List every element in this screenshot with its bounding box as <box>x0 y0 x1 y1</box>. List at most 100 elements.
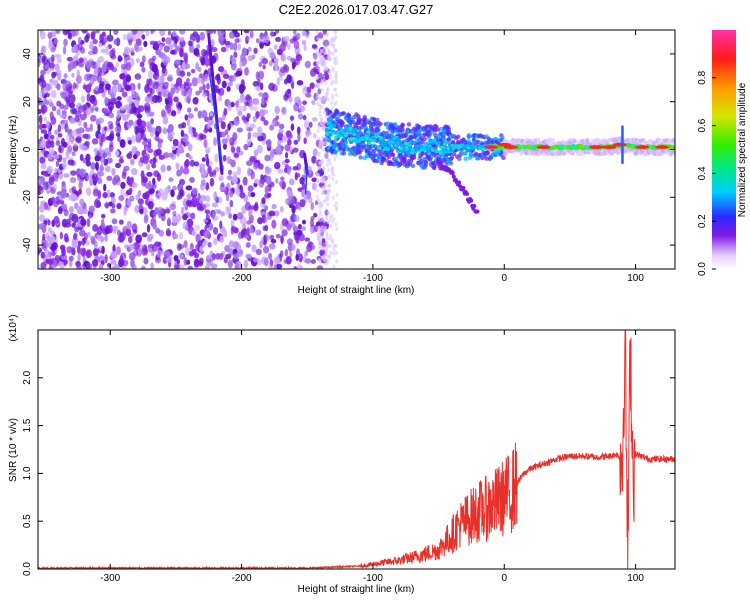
noise-cell <box>296 162 302 171</box>
noise-cell <box>327 57 331 62</box>
noise-cell <box>40 129 48 134</box>
noise-cell <box>38 114 43 124</box>
noise-cell <box>157 142 162 149</box>
noise-cell <box>309 219 315 227</box>
noise-cell <box>266 138 272 148</box>
noise-cell <box>56 108 61 116</box>
noise-cell <box>142 55 146 63</box>
noise-cell <box>104 233 108 242</box>
noise-cell <box>325 197 329 202</box>
y-tick-label: 0.0 <box>22 562 33 576</box>
noise-cell <box>325 216 329 221</box>
noise-cell <box>322 74 326 79</box>
noise-cell <box>204 195 211 203</box>
noise-cell <box>108 133 114 142</box>
noise-cell <box>257 70 265 80</box>
noise-cell <box>185 152 190 158</box>
noise-cell <box>56 100 62 107</box>
noise-cell <box>322 167 326 172</box>
noise-cell <box>148 124 153 133</box>
noise-cell <box>40 251 46 259</box>
noise-cell <box>82 208 88 215</box>
noise-cell <box>113 263 120 269</box>
noise-cell <box>198 205 204 212</box>
noise-cell <box>324 114 328 119</box>
noise-cell <box>324 141 328 146</box>
noise-cell <box>188 265 193 269</box>
noise-cell <box>56 83 61 91</box>
noise-cell <box>126 220 132 230</box>
noise-cell <box>170 87 176 95</box>
noise-cell <box>315 96 319 101</box>
noise-cell <box>51 251 56 257</box>
noise-cell <box>332 44 336 49</box>
branch-cell <box>475 209 480 214</box>
noise-cell <box>157 138 164 144</box>
noise-cell <box>316 265 324 269</box>
noise-cell <box>152 81 159 90</box>
noise-cell <box>85 127 91 132</box>
noise-cell <box>246 220 252 225</box>
noise-cell <box>186 218 194 228</box>
noise-cell <box>116 96 122 101</box>
noise-cell <box>70 170 77 176</box>
noise-cell <box>183 257 188 266</box>
noise-cell <box>258 61 263 68</box>
colorbar-axis: 0.0 0.2 0.4 0.6 0.8 <box>697 70 716 276</box>
noise-cell <box>167 30 172 36</box>
noise-cell <box>323 183 327 188</box>
noise-cell <box>195 62 200 71</box>
noise-cell <box>331 165 335 170</box>
noise-cell <box>41 56 48 65</box>
signal-cell <box>378 121 383 127</box>
noise-cell <box>122 233 126 241</box>
noise-cell <box>228 158 233 165</box>
noise-cell <box>55 160 60 167</box>
noise-cell <box>279 250 284 258</box>
noise-cell <box>299 176 305 185</box>
noise-cell <box>310 202 315 211</box>
noise-cell <box>166 217 171 224</box>
noise-cell <box>86 218 91 228</box>
noise-cell <box>317 151 321 156</box>
noise-cell <box>209 177 215 187</box>
noise-cell <box>122 34 128 41</box>
noise-cell <box>83 121 88 129</box>
noise-cell <box>302 100 307 106</box>
noise-cell <box>110 93 115 99</box>
noise-cell <box>301 226 307 231</box>
noise-cell <box>92 38 98 45</box>
noise-cell <box>317 125 321 130</box>
noise-cell <box>71 129 78 138</box>
noise-cell <box>110 266 115 269</box>
signal-cell <box>417 124 422 130</box>
noise-cell <box>123 78 128 88</box>
noise-cell <box>156 173 162 182</box>
noise-cell <box>94 176 99 182</box>
noise-cell <box>48 62 55 69</box>
noise-cell <box>333 87 337 92</box>
noise-cell <box>151 184 157 190</box>
signal-core <box>377 146 382 150</box>
noise-cell <box>220 182 225 188</box>
noise-cell <box>198 73 203 79</box>
noise-cell <box>284 152 289 159</box>
noise-cell <box>308 121 313 128</box>
noise-cell <box>106 175 113 181</box>
noise-cell <box>118 195 125 202</box>
signal-cell <box>463 156 468 161</box>
noise-cell <box>318 106 322 111</box>
noise-cell <box>209 112 214 117</box>
noise-cell <box>327 188 331 193</box>
noise-cell <box>178 123 184 129</box>
noise-cell <box>139 120 147 129</box>
noise-cell <box>140 177 147 187</box>
noise-cell <box>293 139 299 145</box>
noise-cell <box>176 67 181 77</box>
noise-cell <box>76 133 82 138</box>
noise-cell <box>156 249 162 258</box>
noise-cell <box>163 45 170 53</box>
noise-cell <box>42 233 46 241</box>
noise-cell <box>335 193 339 198</box>
noise-cell <box>130 158 135 165</box>
